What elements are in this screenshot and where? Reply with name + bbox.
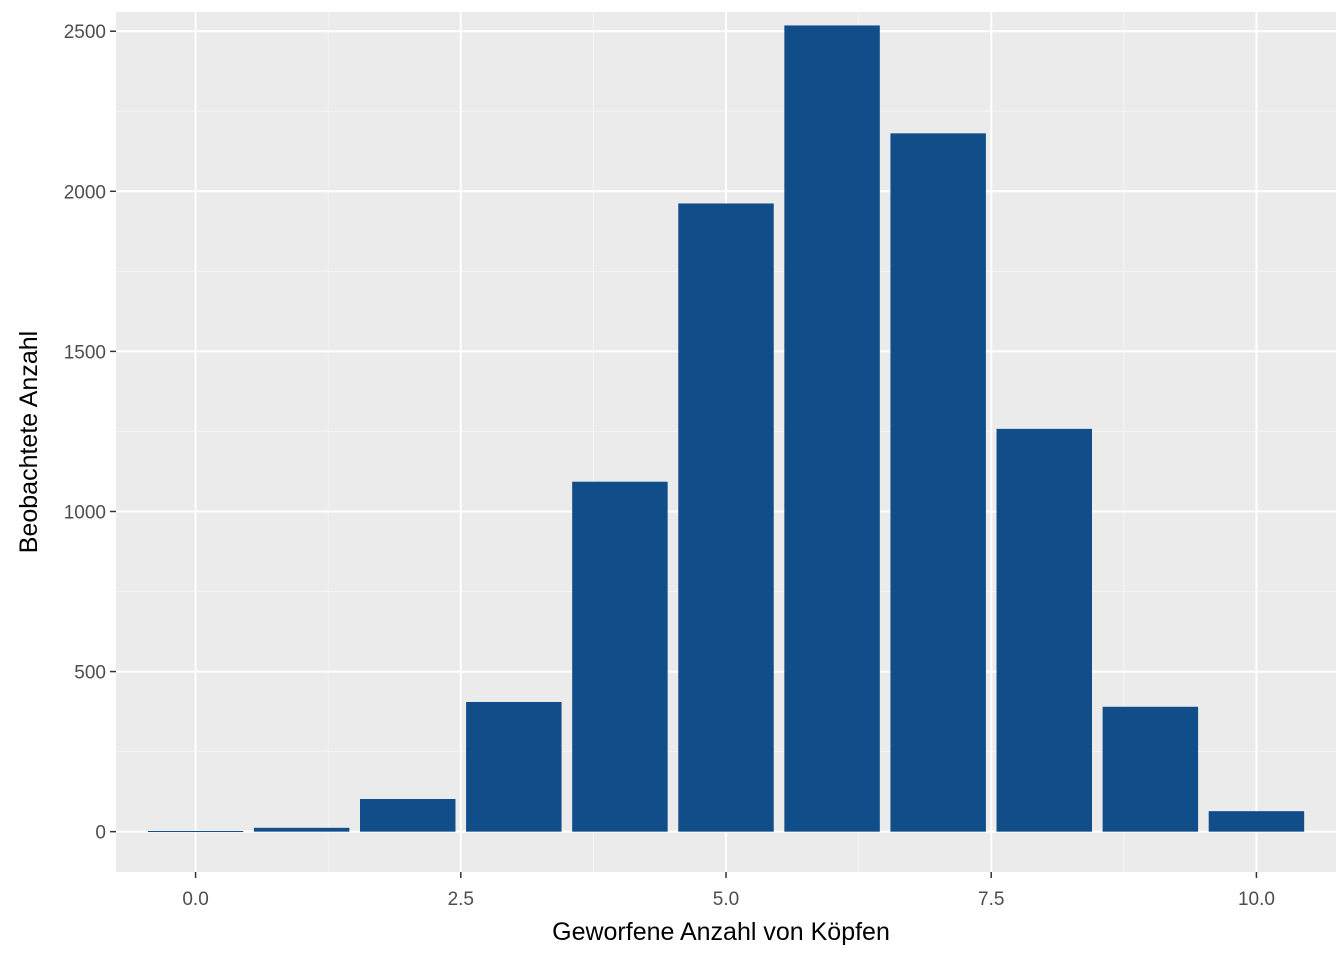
bar-2 [360,798,456,832]
bar-4 [572,481,668,832]
bar-0 [147,831,244,833]
y-axis: 0 500 1000 1500 2000 2500 [64,22,116,844]
bars [147,25,1305,833]
x-tick-label: 10.0 [1238,889,1275,910]
y-tick-label: 500 [74,663,106,684]
bar-6 [784,25,880,832]
bar-5 [678,203,774,832]
y-tick-label: 1500 [64,342,106,363]
bar-8 [996,428,1092,832]
y-tick-label: 2500 [64,22,106,43]
x-tick-label: 0.0 [182,889,208,910]
x-tick-label: 5.0 [713,889,739,910]
y-tick-label: 2000 [64,182,106,203]
x-tick-label: 7.5 [978,889,1004,910]
x-axis-title: Geworfene Anzahl von Köpfen [552,918,890,946]
x-axis: 0.0 2.5 5.0 7.5 10.0 [182,872,1275,910]
y-axis-title: Beobachtete Anzahl [15,331,43,553]
bar-3 [466,701,562,832]
y-tick-label: 0 [95,823,106,844]
bar-7 [890,133,986,832]
bar-10 [1208,811,1305,832]
bar-9 [1102,706,1199,832]
y-tick-label: 1000 [64,502,106,523]
bar-1 [253,827,350,832]
x-tick-label: 2.5 [448,889,474,910]
